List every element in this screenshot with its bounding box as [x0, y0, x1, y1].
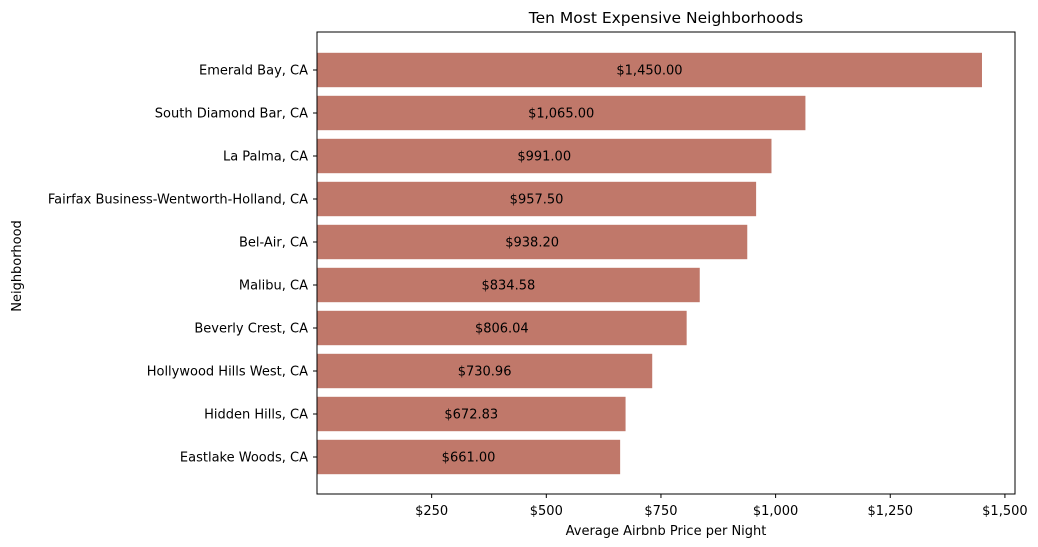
x-tick-label-2: $750 — [644, 504, 677, 519]
data-label-1: $1,065.00 — [528, 107, 594, 122]
y-axis: Emerald Bay, CA South Diamond Bar, CA La P… — [48, 64, 317, 466]
x-tick-label-1: $500 — [530, 504, 563, 519]
y-tick-label-0: Emerald Bay, CA — [199, 64, 308, 79]
y-tick-label-6: Beverly Crest, CA — [194, 322, 308, 337]
bar-8 — [317, 396, 626, 432]
bar-3 — [317, 181, 757, 217]
data-label-6: $806.04 — [475, 322, 529, 337]
bar-7 — [317, 353, 653, 389]
data-label-3: $957.50 — [510, 193, 564, 208]
bar-2 — [317, 138, 772, 174]
y-tick-label-8: Hidden Hills, CA — [204, 408, 308, 423]
bar-1 — [317, 95, 806, 131]
data-label-5: $834.58 — [481, 279, 535, 294]
x-tick-label-3: $1,000 — [753, 504, 799, 519]
x-axis-label: Average Airbnb Price per Night — [566, 524, 767, 539]
x-axis: $250 $500 $750 $1,000 $1,250 $1,500 — [415, 494, 1028, 519]
data-label-2: $991.00 — [517, 150, 571, 165]
y-tick-label-7: Hollywood Hills West, CA — [147, 365, 308, 380]
y-axis-label: Neighborhood — [10, 220, 25, 312]
y-tick-label-2: La Palma, CA — [223, 150, 308, 165]
bar-9 — [317, 439, 621, 475]
y-tick-label-3: Fairfax Business-Wentworth-Holland, CA — [48, 193, 308, 208]
bar-5 — [317, 267, 700, 303]
y-tick-label-4: Bel-Air, CA — [239, 236, 308, 251]
y-tick-label-1: South Diamond Bar, CA — [155, 107, 308, 122]
chart-title: Ten Most Expensive Neighborhoods — [528, 9, 803, 27]
x-tick-label-4: $1,250 — [868, 504, 914, 519]
bar-0 — [317, 52, 982, 88]
data-label-7: $730.96 — [458, 365, 512, 380]
plot-frame — [316, 31, 1016, 495]
x-tick-label-0: $250 — [415, 504, 448, 519]
bar-6 — [317, 310, 687, 346]
y-tick-label-9: Eastlake Woods, CA — [180, 451, 308, 466]
bar-4 — [317, 224, 748, 260]
x-tick-label-5: $1,500 — [982, 504, 1028, 519]
bars-layer — [317, 52, 982, 475]
data-labels-layer: $1,450.00 $1,065.00 $991.00 $957.50 $938.20 $… — [442, 64, 683, 466]
data-label-4: $938.20 — [505, 236, 559, 251]
data-label-8: $672.83 — [444, 408, 498, 423]
data-label-0: $1,450.00 — [616, 64, 682, 79]
y-tick-label-5: Malibu, CA — [239, 279, 308, 294]
data-label-9: $661.00 — [442, 451, 496, 466]
